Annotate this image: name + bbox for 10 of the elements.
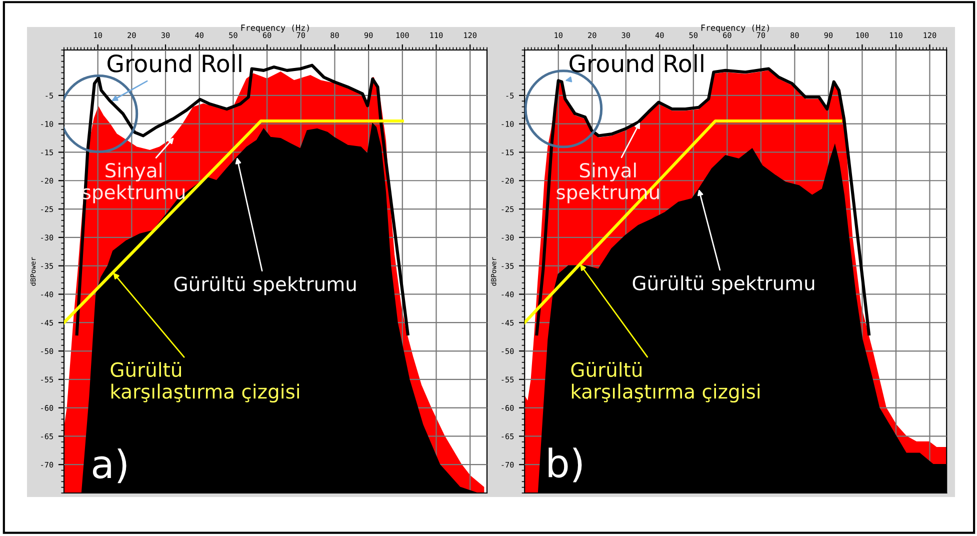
annotation: Gürültü spektrumu xyxy=(174,276,356,296)
annotation: Ground Roll xyxy=(570,54,704,72)
annotation: b) xyxy=(548,448,582,482)
x-axis-title: Frequency (Hz) xyxy=(701,24,769,33)
annotation: Gürültü spektrumu xyxy=(632,275,814,294)
annotation: Ground Roll xyxy=(108,54,242,72)
x-axis-title: Frequency (Hz) xyxy=(241,24,309,33)
annotation: Gürültü karşılaştırma çizgisi xyxy=(110,362,299,403)
annotation: Gürültü karşılaştırma çizgisi xyxy=(571,362,760,403)
annotation: a) xyxy=(92,448,126,484)
